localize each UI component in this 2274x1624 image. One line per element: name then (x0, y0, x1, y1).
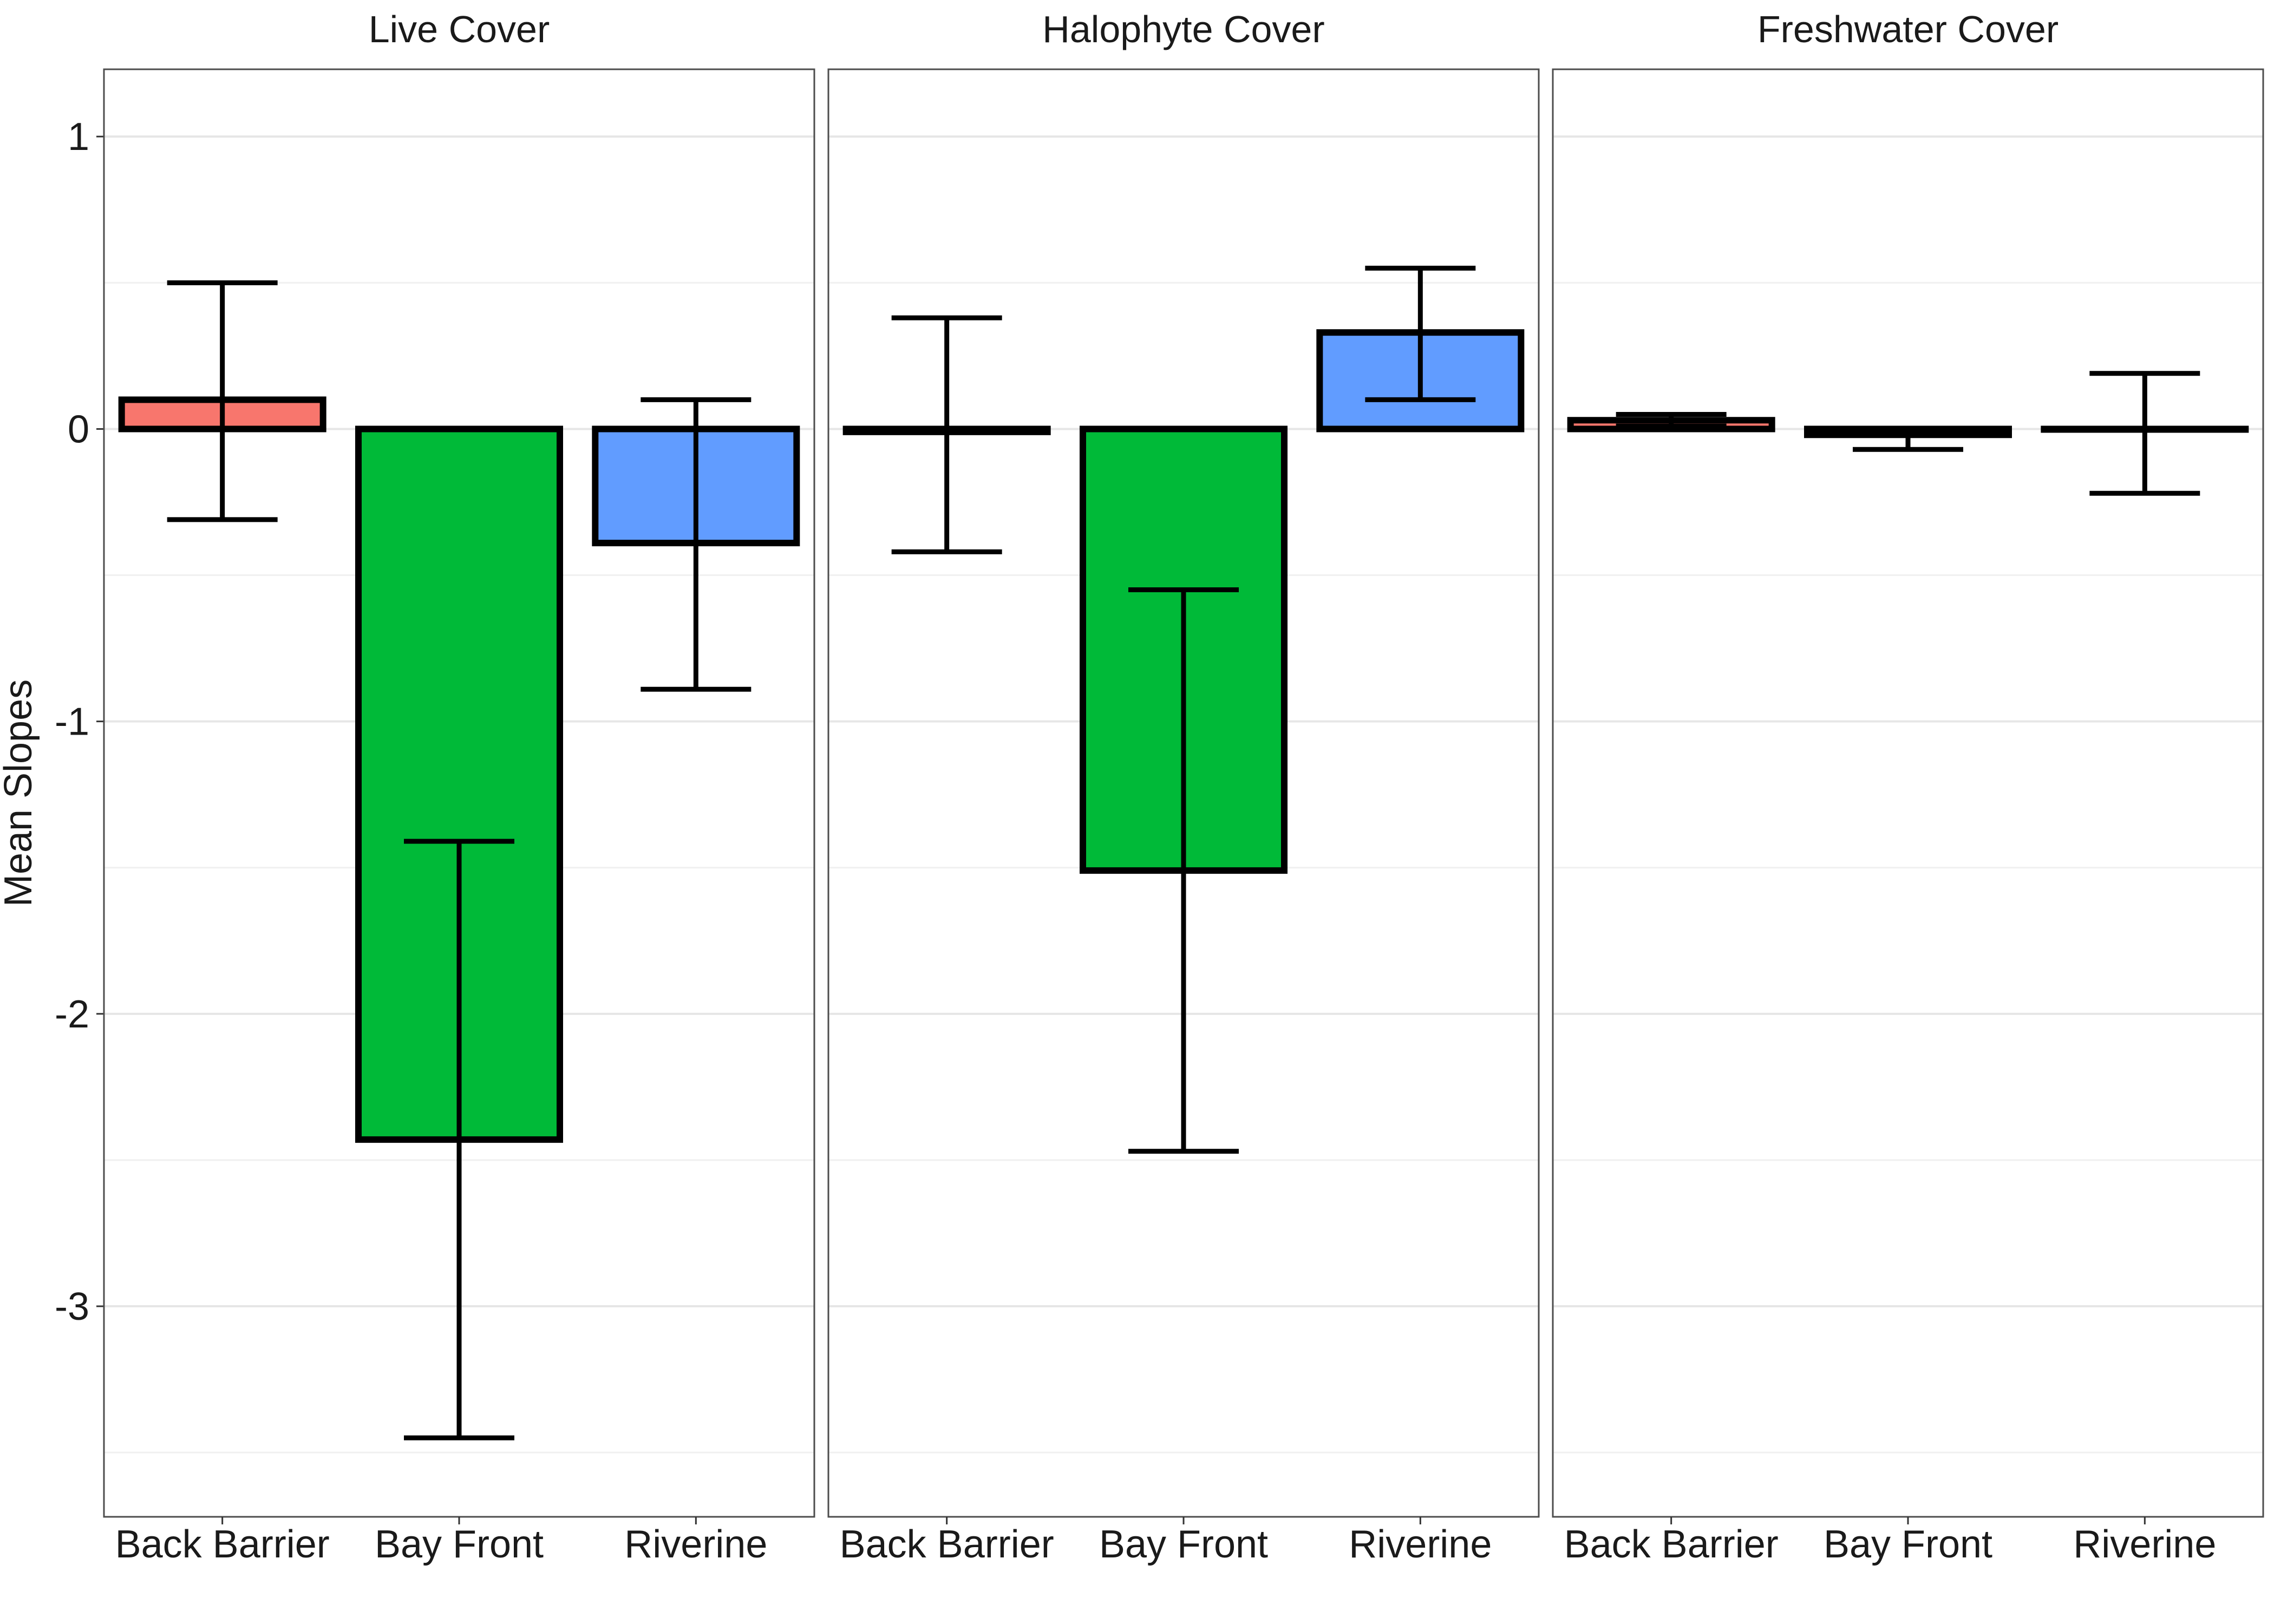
y-axis-title: Mean Slopes (0, 679, 40, 907)
error-bar (1853, 426, 1963, 452)
facet-panel-halophyte-cover: Halophyte Cover Back Barrier Bay Front Rive… (827, 8, 1540, 1566)
y-tick-label: -1 (55, 700, 89, 744)
y-tick-label: 0 (68, 408, 89, 451)
y-tick-label: -3 (55, 1285, 89, 1328)
error-bar (1128, 587, 1239, 1154)
panel-border (1552, 68, 2264, 1518)
error-bar (2089, 371, 2200, 496)
error-bar (891, 315, 1002, 554)
error-bar (641, 397, 752, 692)
x-tick-label: Bay Front (375, 1523, 544, 1566)
y-tick-label: 1 (68, 115, 89, 159)
panel-title: Halophyte Cover (1042, 8, 1324, 50)
x-tick-label: Riverine (1349, 1523, 1492, 1566)
x-tick-label: Bay Front (1824, 1523, 1992, 1566)
x-tick-label: Back Barrier (1564, 1523, 1779, 1566)
panel-title: Live Cover (369, 8, 550, 50)
error-bar (1365, 265, 1476, 402)
x-tick-label: Riverine (624, 1523, 767, 1566)
x-tick-label: Bay Front (1099, 1523, 1268, 1566)
y-axis: 1 0 -1 -2 -3 (55, 115, 104, 1328)
x-tick-label: Riverine (2073, 1523, 2216, 1566)
error-bar (404, 839, 514, 1440)
x-tick-label: Back Barrier (115, 1523, 330, 1566)
y-tick-label: -2 (55, 993, 89, 1036)
facet-panel-freshwater-cover: Freshwater Cover Back Barrier Bay Front Riv… (1552, 8, 2264, 1566)
error-bar (167, 280, 278, 522)
error-bar (1616, 411, 1727, 429)
x-tick-label: Back Barrier (840, 1523, 1054, 1566)
facet-panel-live-cover: Live Cover Back Barrier Bay Front Riverine (103, 8, 815, 1566)
panel-title: Freshwater Cover (1757, 8, 2059, 50)
